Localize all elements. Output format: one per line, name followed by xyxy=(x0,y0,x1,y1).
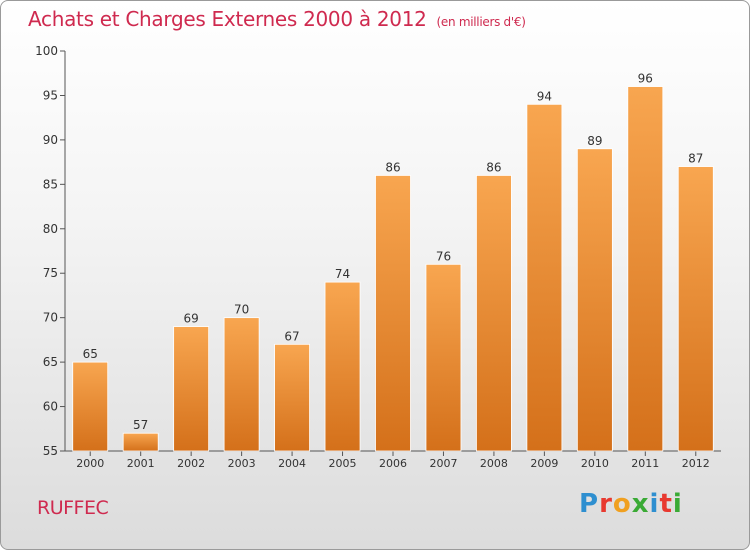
bar xyxy=(123,433,158,451)
x-tick-label: 2001 xyxy=(127,457,155,470)
bar xyxy=(174,327,209,451)
logo-letter: o xyxy=(613,489,632,519)
bar xyxy=(325,282,360,451)
logo-letter: i xyxy=(673,489,683,519)
y-tick-label: 80 xyxy=(43,222,58,236)
x-tick-label: 2011 xyxy=(631,457,659,470)
x-tick-label: 2002 xyxy=(177,457,205,470)
y-tick-label: 85 xyxy=(43,177,58,191)
bar xyxy=(476,175,511,451)
data-label: 69 xyxy=(184,312,199,326)
logo-letter: x xyxy=(632,489,650,519)
data-label: 76 xyxy=(436,249,451,263)
x-tick-label: 2007 xyxy=(429,457,457,470)
data-label: 87 xyxy=(688,152,703,166)
bar xyxy=(628,87,663,451)
data-label: 94 xyxy=(537,89,552,103)
proxiti-logo: Proxiti xyxy=(579,489,683,519)
data-label: 70 xyxy=(234,303,249,317)
logo-letter: t xyxy=(659,489,672,519)
x-tick-label: 2008 xyxy=(480,457,508,470)
logo-letter: i xyxy=(650,489,660,519)
logo-letter: r xyxy=(599,489,613,519)
y-tick-label: 100 xyxy=(35,44,58,58)
bar xyxy=(73,362,108,451)
data-label: 74 xyxy=(335,267,350,281)
bar xyxy=(224,318,259,451)
bar xyxy=(275,344,310,451)
y-tick-label: 70 xyxy=(43,311,58,325)
x-tick-label: 2000 xyxy=(76,457,104,470)
y-tick-label: 60 xyxy=(43,400,58,414)
bar xyxy=(527,104,562,451)
x-tick-label: 2005 xyxy=(329,457,357,470)
data-label: 86 xyxy=(486,160,501,174)
data-label: 57 xyxy=(133,418,148,432)
x-tick-label: 2003 xyxy=(228,457,256,470)
y-tick-label: 75 xyxy=(43,266,58,280)
data-label: 67 xyxy=(284,329,299,343)
data-label: 96 xyxy=(638,72,653,86)
y-tick-label: 55 xyxy=(43,444,58,458)
bar xyxy=(376,175,411,451)
chart-frame: Achats et Charges Externes 2000 à 2012 (e… xyxy=(0,0,750,550)
data-label: 86 xyxy=(385,160,400,174)
x-tick-label: 2012 xyxy=(682,457,710,470)
x-tick-label: 2010 xyxy=(581,457,609,470)
y-tick-label: 95 xyxy=(43,88,58,102)
x-tick-label: 2004 xyxy=(278,457,306,470)
data-label: 65 xyxy=(83,347,98,361)
city-name: RUFFEC xyxy=(37,497,108,519)
bar xyxy=(678,167,713,451)
y-tick-label: 65 xyxy=(43,355,58,369)
bar xyxy=(577,149,612,451)
y-tick-label: 90 xyxy=(43,133,58,147)
bar xyxy=(426,264,461,451)
x-tick-label: 2009 xyxy=(530,457,558,470)
data-label: 89 xyxy=(587,134,602,148)
bar-chart: 55 60 65 70 75 80 85 90 95 100 65 2000 57 2001 69 2002… xyxy=(1,1,750,550)
x-tick-label: 2006 xyxy=(379,457,407,470)
logo-letter: P xyxy=(579,489,599,519)
